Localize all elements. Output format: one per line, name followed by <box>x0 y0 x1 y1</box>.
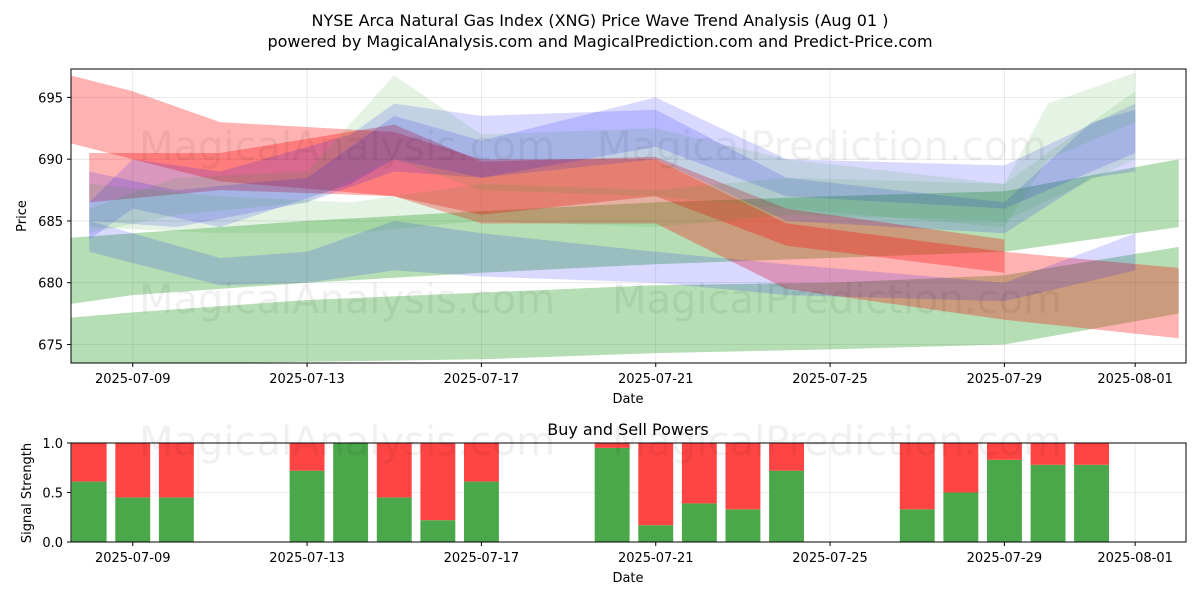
y-tick-label: 685 <box>38 215 63 230</box>
x-tick-label: 2025-07-17 <box>444 551 520 566</box>
y-tick-label: 680 <box>38 277 63 292</box>
x-tick-label: 2025-07-13 <box>269 551 345 566</box>
buy-bar <box>464 481 499 542</box>
x-tick-label: 2025-07-25 <box>792 372 868 387</box>
price-ylabel: Price <box>15 200 30 232</box>
price-band-blue-band-3 <box>89 103 1136 240</box>
price-ticks: 2025-07-09 2025-07-13 2025-07-17 2025-07-21… <box>38 91 1173 387</box>
price-band-green-band-1 <box>71 246 1179 363</box>
buy-bar <box>725 509 761 542</box>
x-tick-label: 2025-08-01 <box>1097 372 1173 387</box>
buy-bar <box>420 520 456 542</box>
sell-bar <box>594 443 630 448</box>
buy-bar <box>987 459 1022 542</box>
sell-bar <box>115 443 151 498</box>
sell-bar <box>681 443 717 504</box>
x-tick-label: 2025-08-01 <box>1097 551 1173 566</box>
x-tick-label: 2025-07-17 <box>444 372 520 387</box>
buy-bar <box>681 503 717 542</box>
watermark-text: MagicalPrediction.com <box>612 419 1062 465</box>
buy-bar <box>71 481 107 542</box>
signal-title: Buy and Sell Powers <box>547 420 709 439</box>
y-tick-label: 675 <box>38 338 63 353</box>
x-tick-label: 2025-07-25 <box>792 551 868 566</box>
price-band-green-band-4 <box>89 91 1136 234</box>
y-tick-label: 690 <box>38 153 63 168</box>
price-grid <box>71 69 1186 363</box>
buy-bar <box>333 443 369 542</box>
y-tick-label: 695 <box>38 91 63 106</box>
x-tick-label: 2025-07-21 <box>618 551 694 566</box>
price-band-red-band-2 <box>89 124 1005 273</box>
buy-bar <box>289 470 325 542</box>
sell-bar <box>899 443 935 510</box>
x-tick-label: 2025-07-09 <box>95 551 171 566</box>
sell-bar <box>71 443 107 482</box>
sell-bar <box>987 443 1022 460</box>
sell-bar <box>376 443 412 498</box>
watermark-text: MagicalAnalysis.com <box>139 419 555 465</box>
sell-bar <box>1030 443 1066 465</box>
x-tick-label: 2025-07-21 <box>618 372 694 387</box>
buy-bar <box>1074 464 1109 542</box>
signal-bars <box>71 443 1109 542</box>
buy-bar <box>899 509 935 542</box>
sell-bar <box>289 443 325 471</box>
signal-panel: Buy and Sell Powers MagicalAnalysis.com … <box>20 419 1187 586</box>
price-xlabel: Date <box>612 392 643 407</box>
price-band-blue-band-2 <box>89 220 1136 302</box>
price-bands <box>71 72 1179 363</box>
y-tick-label: 0.5 <box>42 487 63 502</box>
signal-ticks: 2025-07-09 2025-07-13 2025-07-17 2025-07-21… <box>42 437 1173 566</box>
x-tick-label: 2025-07-29 <box>967 551 1043 566</box>
buy-bar <box>594 447 630 542</box>
y-tick-label: 1.0 <box>42 437 63 452</box>
watermark-text: MagicalPrediction.com <box>597 124 1047 170</box>
buy-bar <box>943 492 979 542</box>
price-axes-frame <box>70 68 1187 364</box>
x-tick-label: 2025-07-29 <box>967 372 1043 387</box>
signal-ylabel: Signal Strength <box>20 443 35 543</box>
sell-bar <box>420 443 456 521</box>
buy-bar <box>638 525 674 542</box>
watermark-text: MagicalPrediction.com <box>612 277 1062 323</box>
chart-title-line1: NYSE Arca Natural Gas Index (XNG) Price … <box>312 11 889 30</box>
price-band-red-band-1 <box>71 75 1179 339</box>
price-band-green-band-2 <box>71 159 1179 304</box>
price-band-blue-band-1 <box>89 97 1136 228</box>
buy-bar <box>115 497 151 542</box>
price-watermarks: MagicalAnalysis.com MagicalPrediction.co… <box>139 124 1062 323</box>
sell-bar <box>638 443 674 526</box>
signal-xlabel: Date <box>612 571 643 586</box>
watermark-text: MagicalAnalysis.com <box>139 124 555 170</box>
sell-bar <box>464 443 499 482</box>
sell-bar <box>158 443 194 498</box>
sell-bar <box>725 443 761 510</box>
sell-bar <box>1074 443 1109 465</box>
buy-bar <box>1030 464 1066 542</box>
buy-bar <box>158 497 194 542</box>
sell-bar <box>943 443 979 493</box>
signal-watermarks: MagicalAnalysis.com MagicalPrediction.co… <box>139 419 1062 465</box>
y-tick-label: 0.0 <box>42 536 63 551</box>
buy-bar <box>769 470 804 542</box>
x-tick-label: 2025-07-13 <box>269 372 345 387</box>
price-panel: MagicalAnalysis.com MagicalPrediction.co… <box>15 68 1187 407</box>
chart-title-line2: powered by MagicalAnalysis.com and Magic… <box>267 32 932 51</box>
watermark-text: MagicalAnalysis.com <box>139 277 555 323</box>
x-tick-label: 2025-07-09 <box>95 372 171 387</box>
sell-bar <box>769 443 804 471</box>
buy-bar <box>376 497 412 542</box>
price-band-green-band-3 <box>89 72 1136 234</box>
